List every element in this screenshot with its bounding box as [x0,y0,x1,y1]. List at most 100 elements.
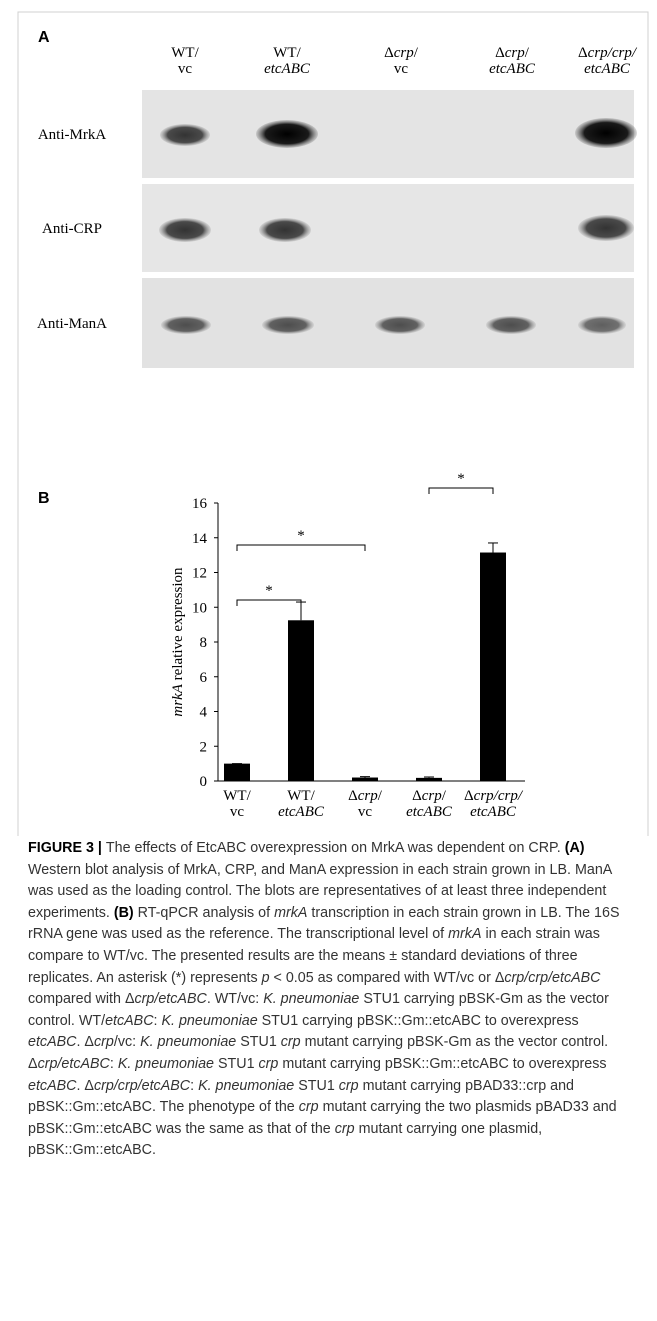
lane-label: etcABC [489,61,536,77]
row-label: Anti-CRP [42,221,102,237]
band [578,316,626,334]
caption: FIGURE 3 | The effects of EtcABC overexp… [28,838,634,1162]
lane-label: vc [394,61,409,77]
x-tick-label: Δcrp/ [412,788,447,804]
band [160,124,210,146]
lane-label-run: crp/crp/ [588,45,638,61]
band [262,316,314,334]
row-label: Anti-MrkA [38,127,106,143]
x-tick-label-run: crp/crp/ [474,788,524,804]
x-tick-label-run: Δ [464,788,474,804]
lane-label-run: WT/ [171,45,199,61]
significance-label: * [265,583,273,599]
bar [352,778,378,781]
significance-bracket [237,600,301,606]
y-axis-label-run: relative expression [170,567,186,684]
y-tick-label: 10 [192,600,207,616]
y-tick-label: 6 [200,670,208,686]
x-tick-label-run: vc [230,804,245,820]
lane-label: Δcrp/crp/ [578,45,638,61]
x-tick-label-run: Δ [412,788,422,804]
y-axis-label-run: mrkA [170,683,186,716]
band [159,218,211,242]
caption-run: crp [259,1056,279,1072]
lane-label: Δcrp/ [384,45,419,61]
caption-run: (B) [114,905,134,921]
caption-run: K. pneumoniae [140,1034,236,1050]
x-tick-label-run: crp [422,788,442,804]
significance-label: * [297,528,305,544]
caption-run: mrkA [274,905,307,921]
caption-run: K. pneumoniae [118,1056,214,1072]
lane-label-run: vc [178,61,193,77]
significance-bracket [429,488,493,494]
error-bar [488,543,498,553]
x-tick-label: etcABC [470,804,517,820]
y-tick-label: 16 [192,496,208,512]
bar [224,764,250,781]
caption-run: etcABC [105,1013,153,1029]
band [259,218,311,242]
x-tick-label: etcABC [278,804,325,820]
caption-run: crp [281,1034,301,1050]
x-tick-label-run: / [442,788,447,804]
caption-run: STU1 [214,1056,259,1072]
figure: A WT/vcWT/etcABCΔcrp/vcΔcrp/etcABCΔcrp/c… [0,0,657,836]
lane-label-run: etcABC [264,61,311,77]
lane-label: WT/ [171,45,199,61]
x-tick-label: etcABC [406,804,453,820]
caption-run: compared with Δ [28,991,135,1007]
x-tick-label-run: crp [358,788,378,804]
band [375,316,425,334]
x-tick-label: vc [230,804,245,820]
x-tick-label-run: / [378,788,383,804]
x-tick-label: WT/ [223,788,251,804]
blot-panel [142,90,637,368]
y-tick-label: 14 [192,531,208,547]
caption-run: crp [94,1034,114,1050]
lane-label: Δcrp/ [495,45,530,61]
band [486,316,536,334]
x-tick-label-run: WT/ [223,788,251,804]
y-tick-label: 12 [192,566,207,582]
x-tick-label-run: WT/ [287,788,315,804]
lane-label-run: etcABC [584,61,631,77]
caption-run: . WT/vc: [207,991,263,1007]
x-tick-label: vc [358,804,373,820]
caption-run: mrkA [448,926,481,942]
lane-label-run: etcABC [489,61,536,77]
bar [480,553,506,781]
x-tick-label-run: vc [358,804,373,820]
caption-run: . Δ [76,1078,94,1094]
caption-run: /vc: [114,1034,140,1050]
blot-row [142,90,634,178]
lane-label: vc [178,61,193,77]
caption-run: etcABC [28,1078,76,1094]
caption-run: K. pneumoniae [198,1078,294,1094]
caption-run: FIGURE 3 | [28,840,106,856]
x-tick-label-run: Δ [348,788,358,804]
x-tick-label: WT/ [287,788,315,804]
caption-run: crp/etcABC [135,991,207,1007]
panel-label: A [38,29,50,46]
caption-run: crp/etcABC [38,1056,110,1072]
y-tick-label: 2 [200,739,208,755]
band [575,118,637,148]
y-axis-label: mrkA relative expression [170,567,186,717]
lane-label-run: crp [394,45,414,61]
figure-page: A WT/vcWT/etcABCΔcrp/vcΔcrp/etcABCΔcrp/c… [0,0,657,1321]
band [578,215,634,241]
caption-run: STU1 [236,1034,281,1050]
y-tick-label: 4 [200,705,208,721]
lane-label-run: crp [505,45,525,61]
caption-run: etcABC [28,1034,76,1050]
bar [416,778,442,781]
lane-label-run: Δ [578,45,588,61]
x-tick-label: Δcrp/crp/ [464,788,524,804]
caption-run: crp/crp/etcABC [94,1078,190,1094]
lane-label-run: / [414,45,419,61]
x-tick-label-run: etcABC [406,804,453,820]
row-label: Anti-ManA [37,316,107,332]
lane-label: etcABC [584,61,631,77]
caption-run: RT-qPCR analysis of [134,905,274,921]
